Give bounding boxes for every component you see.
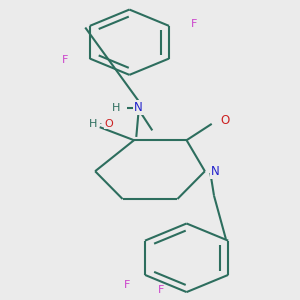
Text: H: H: [89, 119, 98, 129]
Text: F: F: [158, 285, 165, 296]
Text: F: F: [124, 280, 130, 290]
Text: N: N: [134, 101, 143, 114]
Text: F: F: [191, 19, 197, 29]
Text: ·: ·: [99, 119, 102, 129]
Text: H: H: [112, 103, 120, 112]
Text: F: F: [61, 55, 68, 65]
Text: O: O: [221, 114, 230, 127]
Text: N: N: [211, 165, 219, 178]
Text: O: O: [104, 119, 113, 129]
